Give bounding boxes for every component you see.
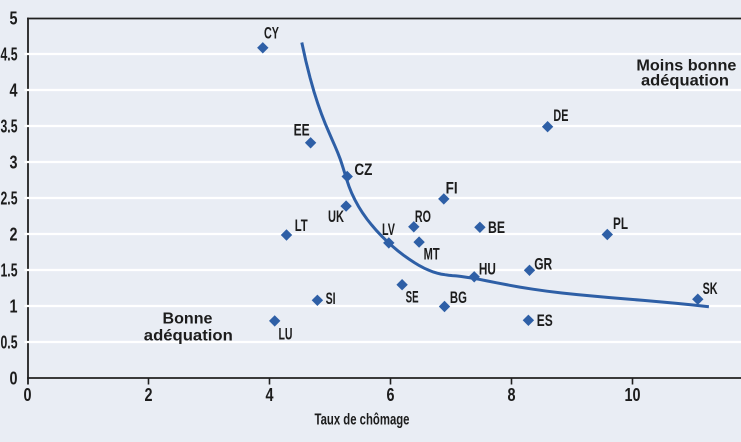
svg-text:10: 10	[625, 385, 641, 405]
svg-text:2: 2	[10, 225, 18, 245]
svg-text:3: 3	[10, 153, 18, 173]
svg-text:4.5: 4.5	[1, 45, 18, 65]
svg-text:ES: ES	[537, 312, 553, 330]
svg-text:SK: SK	[703, 280, 718, 298]
svg-text:0.5: 0.5	[1, 333, 18, 353]
svg-text:CZ: CZ	[354, 161, 372, 179]
svg-text:PL: PL	[613, 215, 628, 233]
svg-text:BG: BG	[450, 289, 467, 307]
svg-text:RO: RO	[415, 208, 431, 226]
svg-text:adéquation: adéquation	[144, 327, 233, 344]
svg-text:6: 6	[387, 385, 395, 405]
svg-text:5: 5	[10, 9, 18, 29]
svg-text:4: 4	[10, 81, 18, 101]
svg-text:LU: LU	[279, 326, 293, 344]
svg-text:UK: UK	[328, 208, 344, 226]
svg-text:MT: MT	[424, 246, 440, 264]
svg-text:1.5: 1.5	[1, 261, 18, 281]
svg-text:EE: EE	[294, 122, 310, 140]
svg-text:2.5: 2.5	[1, 189, 18, 209]
svg-text:BE: BE	[488, 219, 505, 237]
svg-text:CY: CY	[264, 25, 279, 43]
svg-text:LV: LV	[382, 221, 395, 239]
svg-text:SI: SI	[326, 290, 336, 308]
svg-text:FI: FI	[446, 180, 458, 198]
svg-text:0: 0	[24, 385, 32, 405]
svg-text:DE: DE	[553, 107, 568, 125]
svg-text:LT: LT	[295, 217, 308, 235]
svg-text:HU: HU	[479, 261, 496, 279]
svg-text:Taux de chômage: Taux de chômage	[315, 412, 410, 429]
svg-text:Bonne: Bonne	[163, 311, 213, 328]
svg-text:4: 4	[266, 385, 274, 405]
svg-text:3.5: 3.5	[1, 117, 18, 137]
svg-text:8: 8	[508, 385, 516, 405]
svg-text:0: 0	[10, 369, 18, 389]
svg-text:GR: GR	[534, 256, 552, 274]
svg-text:2: 2	[145, 385, 153, 405]
svg-text:adéquation: adéquation	[641, 73, 729, 90]
svg-text:SE: SE	[406, 289, 419, 307]
svg-text:1: 1	[10, 297, 18, 317]
svg-text:Moins bonne: Moins bonne	[636, 58, 736, 75]
